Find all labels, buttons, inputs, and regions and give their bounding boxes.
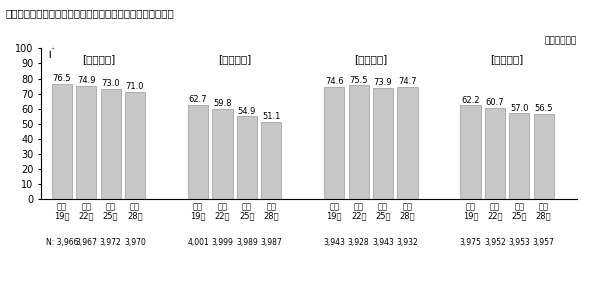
Text: 3,989: 3,989	[236, 238, 258, 247]
Text: 76.5: 76.5	[53, 74, 71, 83]
Text: 3,952: 3,952	[484, 238, 506, 247]
Text: 3,972: 3,972	[99, 238, 121, 247]
Text: 62.7: 62.7	[189, 95, 207, 104]
Bar	[485, 108, 505, 199]
Text: 57.0: 57.0	[510, 103, 529, 113]
Bar	[125, 92, 145, 199]
Text: 3,928: 3,928	[348, 238, 369, 247]
Text: 3,975: 3,975	[459, 238, 481, 247]
Text: [死亡保障]: [死亡保障]	[491, 54, 524, 64]
Bar	[52, 84, 72, 199]
Text: 74.6: 74.6	[325, 77, 343, 86]
Text: 56.5: 56.5	[535, 104, 553, 113]
Text: 75.5: 75.5	[349, 76, 368, 85]
Text: 図表３　生活保障に対する充足感（「充足感なし」の割合）: 図表３ 生活保障に対する充足感（「充足感なし」の割合）	[6, 9, 175, 19]
Bar	[261, 122, 281, 199]
Text: 74.9: 74.9	[77, 76, 95, 86]
Text: 3,943: 3,943	[372, 238, 394, 247]
Text: 73.9: 73.9	[374, 78, 392, 87]
Bar	[101, 89, 121, 199]
Bar	[373, 88, 393, 199]
Bar	[461, 105, 481, 199]
Bar	[324, 87, 345, 199]
Text: 74.7: 74.7	[398, 77, 417, 86]
Bar	[188, 105, 208, 199]
Text: 3,987: 3,987	[260, 238, 282, 247]
Text: 3,970: 3,970	[124, 238, 146, 247]
Text: [老後保障]: [老後保障]	[82, 54, 115, 64]
Text: 59.8: 59.8	[213, 99, 231, 108]
Text: 60.7: 60.7	[485, 98, 504, 107]
Text: 3,957: 3,957	[533, 238, 555, 247]
Text: （単位：％）: （単位：％）	[545, 36, 577, 45]
Text: N: 3,966: N: 3,966	[46, 238, 78, 247]
Text: 71.0: 71.0	[126, 82, 144, 91]
Text: [介護保障]: [介護保障]	[354, 54, 388, 64]
Text: 3,943: 3,943	[323, 238, 345, 247]
Text: 51.1: 51.1	[262, 112, 281, 121]
Text: 3,967: 3,967	[75, 238, 97, 247]
Text: 54.9: 54.9	[237, 107, 256, 116]
Bar	[533, 114, 554, 199]
Bar	[237, 117, 257, 199]
Text: 3,953: 3,953	[509, 238, 530, 247]
Text: 3,932: 3,932	[397, 238, 419, 247]
Text: 3,999: 3,999	[211, 238, 233, 247]
Bar	[509, 113, 529, 199]
Bar	[349, 85, 369, 199]
Text: 62.2: 62.2	[461, 96, 480, 105]
Text: 73.0: 73.0	[101, 79, 120, 88]
Bar	[397, 87, 417, 199]
Text: 4,001: 4,001	[187, 238, 209, 247]
Text: [医療保障]: [医療保障]	[218, 54, 251, 64]
Bar	[76, 86, 96, 199]
Bar	[213, 109, 233, 199]
